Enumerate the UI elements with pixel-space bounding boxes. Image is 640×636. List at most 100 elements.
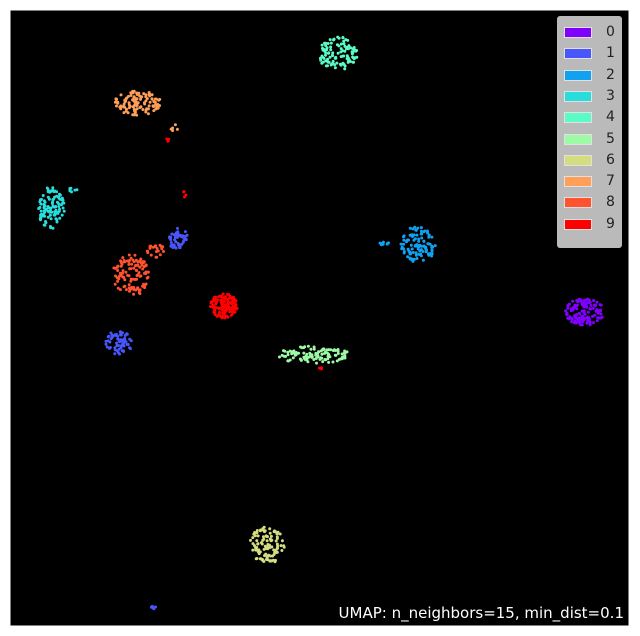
point-class-7	[115, 98, 118, 101]
point-class-1	[117, 351, 120, 354]
point-class-1	[123, 345, 126, 348]
point-class-2	[414, 237, 417, 240]
legend-swatch	[564, 70, 592, 81]
legend-swatch	[564, 48, 592, 59]
point-class-0	[566, 317, 569, 320]
point-class-3	[44, 201, 47, 204]
point-class-8	[156, 247, 159, 250]
point-class-0	[582, 305, 585, 308]
point-class-2	[410, 234, 413, 237]
point-class-8	[141, 264, 144, 267]
point-class-8	[137, 273, 140, 276]
point-class-4	[324, 54, 327, 57]
plot-area	[11, 11, 628, 625]
point-class-8	[136, 287, 139, 290]
point-class-1	[125, 332, 128, 335]
point-class-0	[566, 307, 569, 310]
point-class-9	[220, 299, 223, 302]
point-class-8	[125, 288, 128, 291]
point-class-2	[400, 243, 403, 246]
point-class-3	[47, 210, 50, 213]
point-class-7	[171, 129, 174, 132]
point-class-2	[434, 244, 437, 247]
point-class-8	[159, 253, 162, 256]
point-class-5	[287, 353, 290, 356]
point-class-8	[144, 272, 147, 275]
point-class-3	[63, 210, 66, 213]
point-class-2	[407, 239, 410, 242]
point-class-5	[300, 359, 303, 362]
point-class-0	[593, 304, 596, 307]
point-class-7	[132, 97, 135, 100]
point-class-2	[420, 226, 423, 229]
point-class-0	[586, 298, 589, 301]
legend-label: 4	[606, 109, 615, 126]
point-class-3	[48, 198, 51, 201]
point-class-2	[415, 254, 418, 257]
point-class-8	[129, 267, 132, 270]
point-class-3	[61, 197, 64, 200]
point-class-8	[135, 259, 138, 262]
point-class-1	[174, 240, 177, 243]
point-class-1	[107, 335, 110, 338]
point-class-9	[227, 305, 230, 308]
point-class-7	[128, 106, 131, 109]
point-class-7	[133, 100, 136, 103]
point-class-0	[570, 320, 573, 323]
point-class-5	[297, 352, 300, 355]
point-class-9	[215, 301, 218, 304]
point-class-8	[155, 256, 158, 259]
point-class-6	[257, 542, 260, 545]
point-class-2	[418, 244, 421, 247]
point-class-2	[409, 253, 412, 256]
point-class-9	[224, 306, 227, 309]
point-class-8	[119, 259, 122, 262]
point-class-5	[318, 350, 321, 353]
point-class-6	[275, 532, 278, 535]
point-class-9	[213, 308, 216, 311]
point-class-1	[178, 246, 181, 249]
point-class-4	[329, 46, 332, 49]
point-class-3	[57, 205, 60, 208]
point-class-6	[257, 548, 260, 551]
point-class-7	[152, 104, 155, 107]
point-class-9	[223, 297, 226, 300]
point-class-6	[270, 535, 273, 538]
point-class-0	[592, 321, 595, 324]
legend-label: 9	[606, 216, 615, 233]
point-class-7	[142, 92, 145, 95]
point-class-7	[148, 104, 151, 107]
point-class-5	[338, 358, 341, 361]
point-class-2	[417, 240, 420, 243]
point-class-8	[146, 250, 149, 253]
point-class-4	[341, 55, 344, 58]
point-class-1	[169, 245, 172, 248]
point-class-0	[579, 299, 582, 302]
legend-label: 6	[606, 152, 615, 169]
point-class-3	[47, 188, 50, 191]
point-class-6	[283, 546, 286, 549]
point-class-7	[122, 105, 125, 108]
point-class-5	[278, 356, 281, 359]
point-class-6	[261, 559, 264, 562]
point-class-0	[589, 323, 592, 326]
point-class-0	[568, 303, 571, 306]
point-class-8	[145, 264, 148, 267]
point-class-4	[340, 47, 343, 50]
point-class-9	[229, 308, 232, 311]
point-class-8	[132, 267, 135, 270]
point-class-0	[587, 311, 590, 314]
point-class-8	[130, 257, 133, 260]
point-class-1	[111, 336, 114, 339]
point-class-0	[601, 316, 604, 319]
point-class-7	[148, 93, 151, 96]
point-class-8	[149, 245, 152, 248]
point-class-2	[431, 249, 434, 252]
point-class-5	[281, 354, 284, 357]
point-class-4	[320, 62, 323, 65]
point-class-7	[174, 123, 177, 126]
point-class-9	[234, 303, 237, 306]
point-class-2	[424, 246, 427, 249]
point-class-0	[584, 317, 587, 320]
point-class-0	[581, 323, 584, 326]
